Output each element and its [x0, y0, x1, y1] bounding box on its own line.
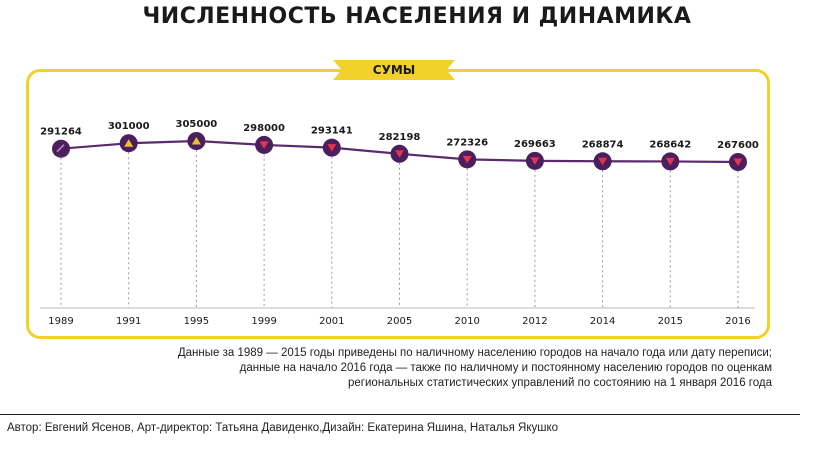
trend-up-icon — [191, 137, 201, 145]
divider — [0, 414, 800, 415]
x-tick-label: 1991 — [116, 316, 141, 327]
trend-down-icon — [598, 157, 608, 166]
x-tick-label: 2005 — [387, 316, 412, 327]
note-line: Данные за 1989 — 2015 годы приведены по … — [177, 347, 772, 359]
note-line: региональных статистических управлений п… — [348, 377, 772, 389]
trend-down-icon — [530, 157, 540, 165]
chart-frame — [26, 69, 770, 339]
x-tick-label: 1989 — [48, 316, 73, 327]
trend-up-icon — [124, 139, 134, 147]
trend-down-icon — [327, 144, 337, 152]
value-label: 301000 — [108, 121, 150, 132]
credits: Автор: Евгений Ясенов, Арт-директор: Тат… — [7, 422, 559, 434]
value-label: 268642 — [649, 139, 691, 150]
trend-down-icon — [462, 155, 472, 164]
x-tick-label: 2015 — [658, 316, 683, 327]
trend-down-icon — [665, 157, 675, 166]
x-tick-label: 1995 — [184, 316, 209, 327]
x-tick-label: 2012 — [522, 316, 547, 327]
trend-down-icon — [733, 158, 743, 166]
x-tick-label: 2016 — [725, 316, 750, 327]
value-label: 282198 — [379, 132, 421, 143]
note-line: данные на начало 2016 года — также по на… — [239, 362, 772, 374]
chart-title: ЧИСЛЕННОСТЬ НАСЕЛЕНИЯ И ДИНАМИКА — [142, 4, 692, 29]
value-label: 272326 — [446, 137, 488, 148]
value-label: 269663 — [514, 139, 556, 150]
value-label: 293141 — [311, 126, 353, 137]
x-tick-label: 2014 — [590, 316, 615, 327]
city-banner: СУМЫ — [333, 60, 455, 80]
trend-down-icon — [259, 141, 269, 149]
data-note: Данные за 1989 — 2015 годы приведены по … — [100, 346, 772, 391]
x-tick-label: 1999 — [251, 316, 276, 327]
value-label: 268874 — [582, 139, 624, 150]
x-tick-label: 2001 — [319, 316, 344, 327]
value-label: 305000 — [176, 119, 218, 130]
value-label: 298000 — [243, 123, 285, 134]
value-label: 291264 — [40, 127, 82, 138]
value-label: 267600 — [717, 140, 759, 151]
trend-down-icon — [395, 150, 404, 158]
trend-flat-icon — [56, 144, 65, 153]
x-tick-label: 2010 — [454, 316, 479, 327]
